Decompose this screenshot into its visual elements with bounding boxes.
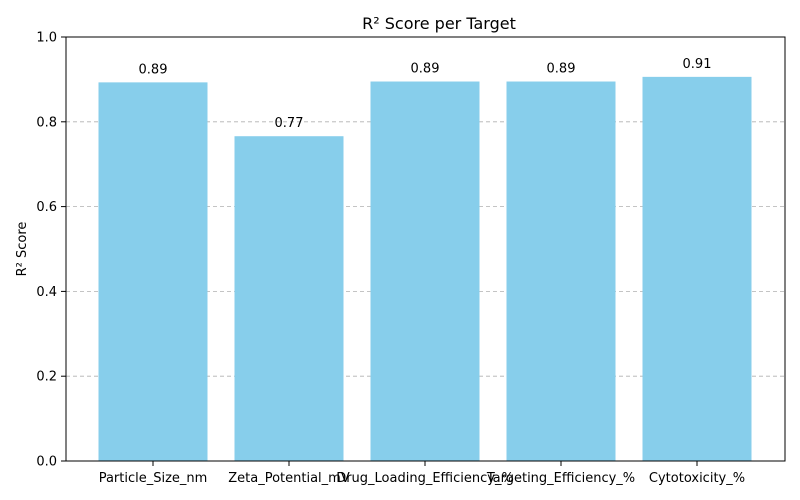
bar bbox=[642, 76, 752, 461]
x-tick-label: Targeting_Efficiency_% bbox=[486, 471, 635, 486]
y-axis: 0.0 0.2 0.4 0.6 0.8 1.0 bbox=[36, 31, 66, 470]
chart-title: R² Score per Target bbox=[362, 14, 516, 33]
bar-value-label: 0.77 bbox=[275, 116, 304, 131]
x-tick-label: Cytotoxicity_% bbox=[649, 471, 745, 486]
bar-value-label: 0.89 bbox=[139, 62, 168, 77]
x-tick-label: Particle_Size_nm bbox=[99, 471, 208, 486]
bar bbox=[370, 81, 480, 462]
x-tick-label: Zeta_Potential_mV bbox=[228, 471, 350, 486]
y-tick-label: 0.0 bbox=[36, 455, 57, 470]
y-tick-label: 0.8 bbox=[36, 115, 57, 130]
bar bbox=[234, 136, 344, 461]
x-axis: Particle_Size_nm Zeta_Potential_mVDrug_Lo… bbox=[99, 461, 745, 486]
y-axis-label: R² Score bbox=[15, 222, 30, 277]
y-tick-label: 0.4 bbox=[36, 285, 57, 300]
bar-value-label: 0.91 bbox=[683, 57, 712, 72]
bar-value-label: 0.89 bbox=[547, 62, 576, 77]
bar bbox=[506, 81, 616, 462]
data-labels: 0.89 0.77 0.89 0.89 0.91 bbox=[139, 57, 712, 131]
bar-value-label: 0.89 bbox=[411, 62, 440, 77]
x-tick-label: Drug_Loading_Efficiency_% bbox=[336, 471, 514, 486]
bar bbox=[98, 82, 208, 462]
bars bbox=[98, 76, 752, 462]
plot-frame bbox=[65, 36, 786, 462]
y-tick-label: 0.6 bbox=[36, 200, 57, 215]
y-tick-label: 0.2 bbox=[36, 370, 57, 385]
y-tick-label: 1.0 bbox=[36, 31, 57, 46]
